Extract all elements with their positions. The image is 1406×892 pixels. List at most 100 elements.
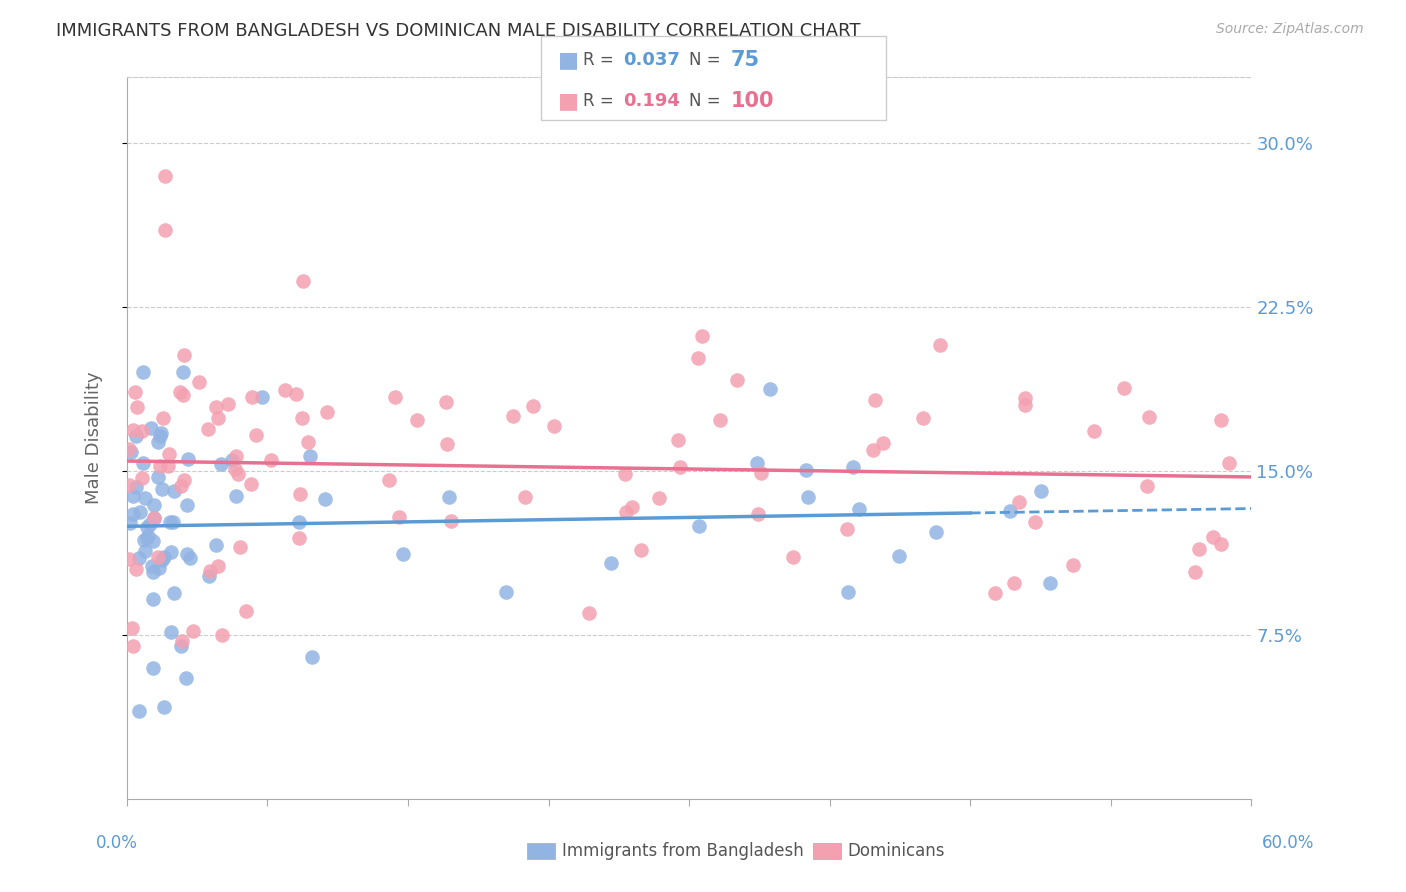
Point bbox=[153, 223, 176, 237]
Point bbox=[176, 547, 198, 561]
Point bbox=[209, 457, 232, 471]
Point bbox=[287, 515, 309, 529]
Point bbox=[288, 531, 311, 545]
Point bbox=[118, 551, 141, 566]
Point bbox=[172, 387, 194, 401]
Point bbox=[225, 489, 247, 503]
Point bbox=[131, 424, 153, 438]
Point bbox=[515, 490, 537, 504]
Point bbox=[153, 550, 176, 565]
Point bbox=[139, 421, 162, 435]
Point bbox=[207, 410, 229, 425]
Point bbox=[984, 585, 1007, 599]
Point bbox=[578, 607, 600, 621]
Point bbox=[170, 479, 193, 493]
Point bbox=[998, 504, 1021, 518]
Text: 0.037: 0.037 bbox=[623, 51, 679, 69]
Point bbox=[225, 450, 247, 464]
Point bbox=[121, 639, 143, 653]
Point bbox=[197, 422, 219, 436]
Point bbox=[148, 429, 170, 443]
Point bbox=[292, 274, 315, 288]
Point bbox=[173, 473, 195, 487]
Text: IMMIGRANTS FROM BANGLADESH VS DOMINICAN MALE DISABILITY CORRELATION CHART: IMMIGRANTS FROM BANGLADESH VS DOMINICAN … bbox=[56, 22, 860, 40]
Point bbox=[149, 459, 172, 474]
Point bbox=[125, 429, 148, 443]
Point bbox=[170, 639, 193, 653]
Point bbox=[1136, 479, 1159, 493]
Point bbox=[142, 565, 165, 579]
Point bbox=[118, 477, 141, 491]
Point bbox=[153, 169, 176, 183]
Point bbox=[1083, 424, 1105, 438]
Point bbox=[122, 489, 145, 503]
Text: 75: 75 bbox=[731, 50, 761, 70]
Point bbox=[440, 514, 463, 528]
Point bbox=[157, 458, 180, 473]
Text: Source: ZipAtlas.com: Source: ZipAtlas.com bbox=[1216, 22, 1364, 37]
Point bbox=[131, 366, 153, 380]
Point bbox=[224, 461, 246, 475]
Point bbox=[378, 473, 401, 487]
Point bbox=[388, 509, 411, 524]
Point bbox=[160, 545, 183, 559]
Point bbox=[297, 434, 319, 449]
Point bbox=[1114, 381, 1136, 395]
Point bbox=[848, 501, 870, 516]
Point bbox=[630, 542, 652, 557]
Point bbox=[134, 491, 156, 505]
Point bbox=[1202, 530, 1225, 544]
Point bbox=[142, 511, 165, 525]
Text: 0.194: 0.194 bbox=[623, 92, 679, 110]
Point bbox=[152, 553, 174, 567]
Point bbox=[125, 400, 148, 414]
Point bbox=[928, 338, 950, 352]
Point bbox=[543, 419, 565, 434]
Point bbox=[669, 459, 692, 474]
Point bbox=[666, 433, 689, 447]
Point bbox=[274, 384, 297, 398]
Point bbox=[177, 452, 200, 467]
Point bbox=[925, 524, 948, 539]
Point bbox=[142, 498, 165, 512]
Point bbox=[316, 404, 339, 418]
Point bbox=[434, 394, 457, 409]
Point bbox=[837, 522, 859, 536]
Y-axis label: Male Disability: Male Disability bbox=[86, 372, 103, 504]
Point bbox=[405, 412, 427, 426]
Point bbox=[747, 507, 769, 521]
Point bbox=[242, 391, 264, 405]
Point bbox=[758, 382, 780, 396]
Point bbox=[1024, 515, 1046, 529]
Point bbox=[285, 387, 308, 401]
Point bbox=[118, 516, 141, 530]
Point bbox=[120, 445, 142, 459]
Point bbox=[749, 466, 772, 480]
Point bbox=[181, 624, 204, 639]
Point bbox=[159, 515, 181, 529]
Point bbox=[150, 425, 173, 440]
Point bbox=[170, 634, 193, 648]
Point bbox=[291, 410, 314, 425]
Point bbox=[221, 453, 243, 467]
Point bbox=[614, 505, 637, 519]
Point bbox=[621, 500, 644, 514]
Point bbox=[143, 511, 166, 525]
Point bbox=[157, 447, 180, 461]
Point bbox=[745, 456, 768, 470]
Point bbox=[146, 469, 169, 483]
Point bbox=[211, 628, 233, 642]
Point bbox=[837, 585, 859, 599]
Text: ■: ■ bbox=[558, 91, 579, 111]
Point bbox=[391, 547, 413, 561]
Point bbox=[260, 453, 283, 467]
Point bbox=[128, 704, 150, 718]
Point bbox=[709, 413, 731, 427]
Point bbox=[725, 373, 748, 387]
Point bbox=[172, 366, 194, 380]
Point bbox=[299, 449, 322, 463]
Point bbox=[600, 556, 623, 570]
Point bbox=[862, 442, 884, 457]
Point bbox=[522, 400, 544, 414]
Point bbox=[121, 508, 143, 522]
